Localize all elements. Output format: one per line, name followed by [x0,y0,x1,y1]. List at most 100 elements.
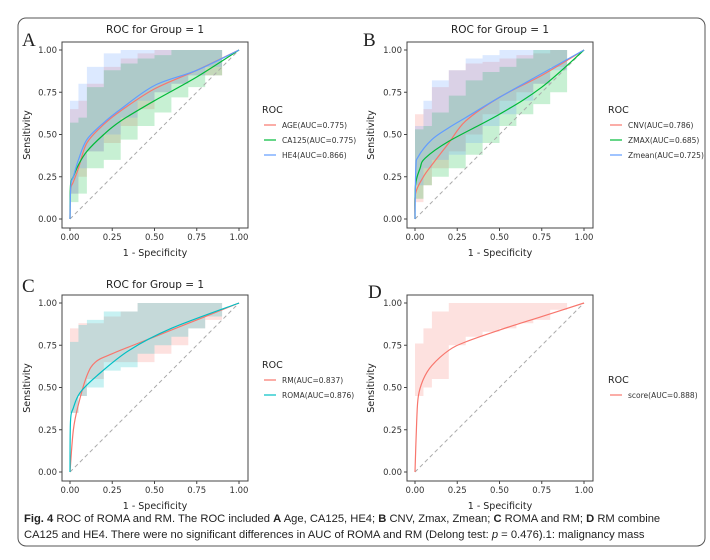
x-axis-label: 1 - Specificity [468,248,533,259]
legend-title: ROC [262,360,283,371]
legend-item: ROMA(AUC=0.876) [282,391,354,400]
x-tick-label: 0.25 [448,233,467,243]
y-tick-label: 1.00 [38,46,57,56]
confidence-band [415,50,584,186]
x-tick-label: 0.00 [406,233,425,243]
legend-item: score(AUC=0.888) [628,391,698,400]
figure-border [17,17,706,547]
confidence-band [70,50,239,211]
confidence-band [70,303,239,430]
roc-curve [69,302,240,473]
legend: ROC AGE(AUC=0.775) CA125(AUC=0.775) HE4(AUC… [262,105,356,160]
caption-segment: ROC of ROMA and RM. The ROC included [53,513,274,525]
y-tick-label: 0.25 [38,173,57,183]
confidence-band [415,303,584,402]
legend-item: Zmean(AUC=0.725) [628,151,704,160]
y-tick-label: 0.50 [383,384,402,394]
y-tick-label: 0.75 [383,341,402,351]
legend-item: ZMAX(AUC=0.685) [628,136,699,145]
x-tick-label: 0.50 [490,233,509,243]
caption-segment: B [378,513,387,525]
caption-segment: ROMA and RM; [501,513,587,525]
y-tick-label: 0.00 [38,468,57,478]
chart-title: ROC for Group = 1 [451,24,549,36]
y-tick-label: 0.50 [38,384,57,394]
y-tick-label: 0.50 [38,131,57,141]
legend: ROC score(AUC=0.888) [608,375,698,400]
reference-diagonal [414,302,585,473]
confidence-band [415,50,584,203]
y-tick-label: 0.75 [38,341,57,351]
roc-curve [414,49,585,220]
y-axis-label: Sensitivity [366,363,377,413]
legend-title: ROC [608,375,629,386]
x-tick-label: 0.00 [406,486,425,496]
roc-curve [69,49,240,220]
roc-panel-c: C ROC for Group = 1 0.00 0.25 0.50 0.75 1.00 0.… [22,276,354,512]
caption-segment: = 0.476).1: malignancy mass [498,529,645,541]
confidence-band [70,50,239,211]
x-tick-label: 0.25 [103,233,122,243]
x-tick-label: 1.00 [230,486,249,496]
y-tick-label: 0.25 [383,426,402,436]
x-axis-label: 1 - Specificity [123,248,188,259]
y-tick-label: 0.00 [383,215,402,225]
x-tick-label: 0.75 [187,233,206,243]
y-tick-label: 1.00 [383,46,402,56]
x-axis-label: 1 - Specificity [123,501,188,512]
confidence-band [70,303,239,422]
caption-segment: C [493,513,502,525]
roc-curve [414,49,585,220]
x-tick-label: 1.00 [575,233,594,243]
panel-letter: D [368,282,382,303]
y-tick-label: 0.00 [383,468,402,478]
y-tick-label: 1.00 [383,299,402,309]
roc-curve [69,302,240,473]
reference-diagonal [69,302,240,473]
legend-item: RM(AUC=0.837) [282,376,343,385]
x-tick-label: 0.00 [61,486,80,496]
y-tick-label: 0.00 [38,215,57,225]
caption-segment: Age, CA125, HE4; [281,513,379,525]
x-axis-label: 1 - Specificity [468,501,533,512]
caption-segment: RM combine CA125 and HE4. There were no … [24,513,661,541]
y-tick-label: 0.50 [383,131,402,141]
chart-title: ROC for Group = 1 [106,24,204,36]
caption-segment: p [491,529,499,541]
x-tick-label: 0.75 [532,486,551,496]
y-tick-label: 0.75 [38,88,57,98]
x-tick-label: 0.25 [448,486,467,496]
legend-item: HE4(AUC=0.866) [282,151,347,160]
y-axis-label: Sensitivity [366,110,377,160]
confidence-band [70,50,239,203]
roc-curve [69,49,240,220]
y-axis-label: Sensitivity [22,110,33,160]
legend-title: ROC [608,105,629,116]
figure-caption: Fig. 4 ROC of ROMA and RM. The ROC inclu… [24,511,694,543]
y-tick-label: 1.00 [38,299,57,309]
legend: ROC RM(AUC=0.837) ROMA(AUC=0.876) [262,360,354,400]
caption-segment: D [586,513,595,525]
x-tick-label: 1.00 [230,233,249,243]
x-tick-label: 0.50 [490,486,509,496]
confidence-band [415,50,584,203]
x-tick-label: 0.75 [187,486,206,496]
y-axis-label: Sensitivity [22,363,33,413]
legend-item: CA125(AUC=0.775) [282,136,356,145]
roc-panel-d: D 0.00 0.25 0.50 0.75 1.00 0.00 0.25 0.50 0.75 1.0… [366,282,698,512]
legend-title: ROC [262,105,283,116]
roc-curve [414,302,585,473]
y-tick-label: 0.25 [38,426,57,436]
chart-title: ROC for Group = 1 [106,279,204,291]
x-tick-label: 1.00 [575,486,594,496]
roc-panel-a: A ROC for Group = 1 0.00 0.25 0.50 0.75 1.00 0.… [22,24,356,259]
caption-segment: A [273,513,282,525]
panel-letter: B [363,30,376,51]
caption-segment: CNV, Zmax, Zmean; [386,513,494,525]
panel-letter: C [22,276,35,297]
reference-diagonal [69,49,240,220]
legend: ROC CNV(AUC=0.786) ZMAX(AUC=0.685) Zmean(AU… [608,105,704,160]
legend-item: AGE(AUC=0.775) [282,121,347,130]
roc-panel-b: B ROC for Group = 1 0.00 0.25 0.50 0.75 1.00 0.… [363,24,704,259]
